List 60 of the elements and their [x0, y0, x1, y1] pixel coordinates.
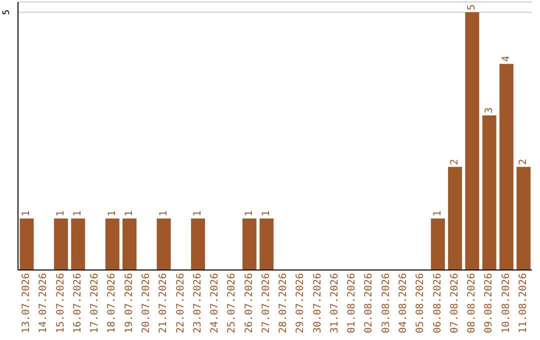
data-label: 2 — [450, 158, 461, 165]
x-tick-label: 11.08.2026 — [518, 273, 529, 334]
x-tick-label: 04.08.2026 — [398, 273, 409, 334]
bar — [448, 166, 462, 270]
data-label: 1 — [21, 210, 32, 216]
data-label: 1 — [106, 210, 118, 216]
data-label: 1 — [158, 210, 170, 216]
x-tick-label: 20.07.2026 — [141, 273, 152, 334]
x-tick-label: 25.07.2026 — [226, 273, 238, 334]
x-tick-label: 05.08.2026 — [415, 273, 426, 334]
x-tick-label: 17.07.2026 — [90, 273, 101, 334]
bar — [191, 218, 206, 270]
x-tick-label: 30.07.2026 — [312, 273, 324, 334]
x-tick-label: 10.08.2026 — [500, 273, 512, 334]
data-label: 1 — [72, 210, 84, 216]
data-label: 1 — [244, 210, 255, 216]
x-tick-label: 03.08.2026 — [380, 273, 392, 334]
bar — [71, 218, 86, 270]
x-tick-label: 16.07.2026 — [72, 273, 84, 334]
x-tick-label: 31.07.2026 — [329, 273, 340, 334]
x-tick-label: 13.07.2026 — [21, 273, 32, 334]
bar — [482, 115, 496, 270]
bar — [20, 218, 34, 270]
x-tick-label: 18.07.2026 — [106, 273, 118, 334]
x-tick-label: 02.08.2026 — [364, 273, 375, 334]
data-label: 1 — [192, 210, 204, 216]
x-tick-label: 09.08.2026 — [484, 273, 495, 334]
x-tick-label: 14.07.2026 — [38, 273, 50, 334]
bar — [430, 218, 445, 270]
data-label: 5 — [466, 4, 478, 10]
x-tick-label: 29.07.2026 — [295, 273, 306, 334]
bar — [54, 218, 68, 270]
data-label: 1 — [124, 210, 136, 216]
data-label: 4 — [500, 56, 512, 62]
x-tick-label: 07.08.2026 — [449, 273, 460, 334]
bar — [516, 166, 531, 270]
data-label: 3 — [484, 107, 495, 114]
data-label: 1 — [55, 210, 66, 216]
x-tick-label: 01.08.2026 — [346, 273, 358, 334]
x-tick-label: 27.07.2026 — [260, 273, 272, 334]
x-tick-label: 22.07.2026 — [175, 273, 186, 334]
bar — [499, 64, 514, 270]
bar — [122, 218, 137, 270]
bar — [260, 218, 274, 270]
bar — [242, 218, 256, 270]
x-tick-label: 15.07.2026 — [55, 273, 66, 334]
x-tick-label: 24.07.2026 — [210, 273, 221, 334]
bar — [465, 12, 480, 270]
x-tick-label: 28.07.2026 — [278, 273, 290, 334]
x-tick-label: 06.08.2026 — [432, 273, 444, 334]
data-label: 1 — [261, 210, 272, 216]
x-tick-label: 21.07.2026 — [158, 273, 170, 334]
data-label: 1 — [432, 210, 444, 216]
x-tick-label: 19.07.2026 — [124, 273, 135, 334]
x-tick-label: 08.08.2026 — [466, 273, 478, 334]
data-label: 2 — [518, 158, 530, 165]
x-tick-label: 26.07.2026 — [244, 273, 255, 334]
bar — [156, 218, 171, 270]
bar — [105, 218, 120, 270]
x-tick-label: 23.07.2026 — [192, 273, 204, 334]
